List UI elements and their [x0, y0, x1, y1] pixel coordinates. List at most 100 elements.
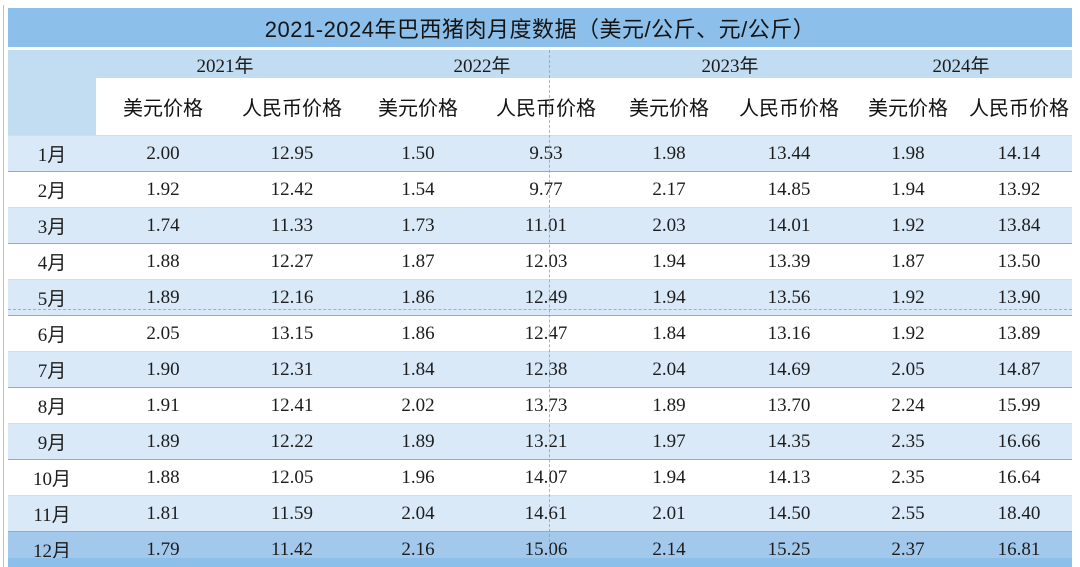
value-cell: 14.07	[482, 459, 610, 496]
table-row: 4月 1.88 12.27 1.87 12.03 1.94 13.39 1.87…	[8, 243, 1073, 280]
value-cell: 1.98	[610, 135, 728, 172]
table-row: 5月 1.89 12.16 1.86 12.49 1.94 13.56 1.92…	[8, 279, 1073, 316]
month-cell: 5月	[8, 279, 96, 316]
table-row: 7月 1.90 12.31 1.84 12.38 2.04 14.69 2.05…	[8, 351, 1073, 388]
value-cell: 1.89	[96, 279, 230, 316]
month-cell: 1月	[8, 135, 96, 172]
value-cell: 14.85	[728, 171, 850, 208]
sheet-left-edge-line	[3, 5, 4, 567]
value-cell: 13.73	[482, 387, 610, 424]
table-header: 2021-2024年巴西猪肉月度数据（美元/公斤、元/公斤） 2021年 202…	[8, 8, 1073, 136]
month-cell: 9月	[8, 423, 96, 460]
value-cell: 1.84	[354, 351, 482, 388]
month-cell: 10月	[8, 459, 96, 496]
column-header-row: 美元价格 人民币价格 美元价格 人民币价格 美元价格 人民币价格 美元价格 人民…	[8, 78, 1073, 136]
value-cell: 12.03	[482, 243, 610, 280]
value-cell: 14.87	[966, 351, 1073, 388]
value-cell: 1.87	[354, 243, 482, 280]
value-cell: 13.16	[728, 315, 850, 352]
bottom-blue-strip	[8, 558, 1072, 567]
value-cell: 1.94	[610, 459, 728, 496]
value-cell: 1.86	[354, 315, 482, 352]
table-row: 11月 1.81 11.59 2.04 14.61 2.01 14.50 2.5…	[8, 495, 1073, 532]
column-header-cell: 人民币价格	[482, 78, 610, 136]
value-cell: 1.88	[96, 243, 230, 280]
value-cell: 1.84	[610, 315, 728, 352]
value-cell: 2.02	[354, 387, 482, 424]
value-cell: 12.47	[482, 315, 610, 352]
value-cell: 1.94	[610, 243, 728, 280]
table-title: 2021-2024年巴西猪肉月度数据（美元/公斤、元/公斤）	[8, 8, 1073, 50]
value-cell: 2.00	[96, 135, 230, 172]
value-cell: 12.31	[230, 351, 354, 388]
value-cell: 1.87	[850, 243, 966, 280]
year-header-cell: 2021年	[96, 48, 354, 78]
value-cell: 1.94	[850, 171, 966, 208]
value-cell: 1.96	[354, 459, 482, 496]
value-cell: 2.04	[354, 495, 482, 532]
value-cell: 13.92	[966, 171, 1073, 208]
value-cell: 2.05	[850, 351, 966, 388]
month-cell: 4月	[8, 243, 96, 280]
value-cell: 1.92	[850, 315, 966, 352]
value-cell: 14.35	[728, 423, 850, 460]
value-cell: 12.22	[230, 423, 354, 460]
table-row: 2月 1.92 12.42 1.54 9.77 2.17 14.85 1.94 …	[8, 171, 1073, 208]
value-cell: 1.91	[96, 387, 230, 424]
month-cell: 2月	[8, 171, 96, 208]
value-cell: 11.59	[230, 495, 354, 532]
year-header-row: 2021年 2022年 2023年 2024年	[8, 48, 1073, 136]
month-cell: 8月	[8, 387, 96, 424]
value-cell: 2.35	[850, 459, 966, 496]
value-cell: 1.94	[610, 279, 728, 316]
column-header-cell: 人民币价格	[728, 78, 850, 136]
value-cell: 13.84	[966, 207, 1073, 244]
column-header-cell: 美元价格	[610, 78, 728, 136]
page-break-vertical-line	[549, 50, 550, 557]
month-cell: 11月	[8, 495, 96, 532]
value-cell: 1.88	[96, 459, 230, 496]
value-cell: 2.55	[850, 495, 966, 532]
value-cell: 15.99	[966, 387, 1073, 424]
column-header-cell: 人民币价格	[966, 78, 1073, 136]
value-cell: 13.39	[728, 243, 850, 280]
value-cell: 9.53	[482, 135, 610, 172]
value-cell: 2.01	[610, 495, 728, 532]
value-cell: 12.41	[230, 387, 354, 424]
value-cell: 1.97	[610, 423, 728, 460]
value-cell: 1.89	[610, 387, 728, 424]
value-cell: 13.21	[482, 423, 610, 460]
value-cell: 12.42	[230, 171, 354, 208]
value-cell: 14.13	[728, 459, 850, 496]
value-cell: 1.89	[354, 423, 482, 460]
value-cell: 12.49	[482, 279, 610, 316]
value-cell: 13.50	[966, 243, 1073, 280]
value-cell: 13.56	[728, 279, 850, 316]
value-cell: 11.33	[230, 207, 354, 244]
value-cell: 14.69	[728, 351, 850, 388]
value-cell: 1.92	[850, 279, 966, 316]
page-break-horizontal-line	[8, 309, 1072, 310]
value-cell: 18.40	[966, 495, 1073, 532]
column-header-cell: 美元价格	[96, 78, 230, 136]
table-row: 3月 1.74 11.33 1.73 11.01 2.03 14.01 1.92…	[8, 207, 1073, 244]
table-row: 1月 2.00 12.95 1.50 9.53 1.98 13.44 1.98 …	[8, 135, 1073, 172]
year-header-cell: 2024年	[850, 48, 1073, 78]
value-cell: 1.73	[354, 207, 482, 244]
table-row: 6月 2.05 13.15 1.86 12.47 1.84 13.16 1.92…	[8, 315, 1073, 352]
value-cell: 2.03	[610, 207, 728, 244]
value-cell: 1.92	[96, 171, 230, 208]
value-cell: 1.50	[354, 135, 482, 172]
value-cell: 1.54	[354, 171, 482, 208]
value-cell: 14.01	[728, 207, 850, 244]
value-cell: 9.77	[482, 171, 610, 208]
month-cell: 7月	[8, 351, 96, 388]
value-cell: 1.86	[354, 279, 482, 316]
value-cell: 13.90	[966, 279, 1073, 316]
year-header-cell: 2023年	[610, 48, 850, 78]
column-header-cell: 美元价格	[850, 78, 966, 136]
value-cell: 1.74	[96, 207, 230, 244]
month-cell: 6月	[8, 315, 96, 352]
value-cell: 16.66	[966, 423, 1073, 460]
